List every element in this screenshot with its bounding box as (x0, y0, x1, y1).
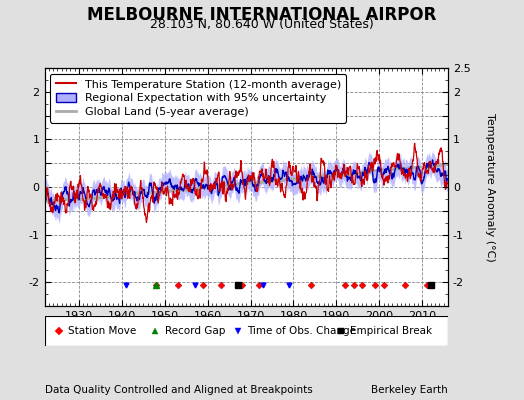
Text: Station Move: Station Move (68, 326, 136, 336)
Text: Berkeley Earth: Berkeley Earth (372, 385, 448, 395)
Text: Record Gap: Record Gap (165, 326, 225, 336)
Y-axis label: Temperature Anomaly (°C): Temperature Anomaly (°C) (485, 113, 495, 261)
Text: MELBOURNE INTERNATIONAL AIRPOR: MELBOURNE INTERNATIONAL AIRPOR (88, 6, 436, 24)
Text: 28.103 N, 80.640 W (United States): 28.103 N, 80.640 W (United States) (150, 18, 374, 31)
Text: Time of Obs. Change: Time of Obs. Change (247, 326, 356, 336)
Legend: This Temperature Station (12-month average), Regional Expectation with 95% uncer: This Temperature Station (12-month avera… (50, 74, 346, 123)
FancyBboxPatch shape (45, 316, 448, 346)
Text: Data Quality Controlled and Aligned at Breakpoints: Data Quality Controlled and Aligned at B… (45, 385, 312, 395)
Text: Empirical Break: Empirical Break (351, 326, 432, 336)
